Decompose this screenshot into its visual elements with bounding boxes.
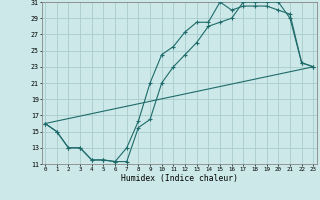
X-axis label: Humidex (Indice chaleur): Humidex (Indice chaleur) (121, 174, 238, 183)
